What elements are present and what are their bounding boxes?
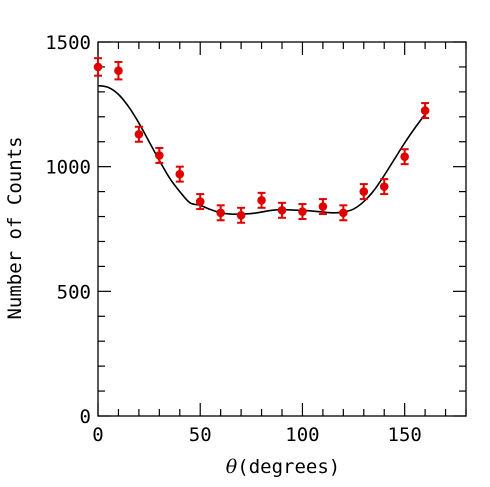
x-tick-label: 0 xyxy=(92,424,103,446)
fit-curve-line xyxy=(97,84,426,215)
data-point-marker xyxy=(93,62,103,72)
data-point-marker xyxy=(400,152,409,161)
axis-ticks xyxy=(97,41,467,417)
data-point-marker xyxy=(420,106,430,115)
data-point-marker xyxy=(216,208,225,218)
data-point xyxy=(257,191,266,209)
data-point-marker xyxy=(236,210,246,220)
data-point xyxy=(318,198,328,216)
data-point xyxy=(216,204,225,222)
x-tick-label: 50 xyxy=(189,424,212,446)
y-tick-label: 500 xyxy=(57,281,91,303)
data-point xyxy=(236,206,246,224)
y-tick-label: 1500 xyxy=(45,32,91,54)
data-point-marker xyxy=(277,206,287,215)
data-point xyxy=(277,201,287,219)
data-point-marker xyxy=(379,182,389,191)
data-point xyxy=(400,148,409,166)
data-point-marker xyxy=(298,207,307,216)
data-point-marker xyxy=(359,187,369,196)
data-point xyxy=(298,203,307,221)
fit-curve xyxy=(97,84,426,215)
x-axis-label: θ(degrees) xyxy=(226,456,340,478)
data-point-marker xyxy=(339,208,348,218)
data-point xyxy=(114,60,123,81)
theta-symbol: θ xyxy=(226,456,238,478)
x-tick-label: 100 xyxy=(285,424,319,446)
data-point xyxy=(339,204,348,222)
data-point xyxy=(175,165,185,183)
data-point-marker xyxy=(155,151,164,160)
data-point xyxy=(195,193,205,211)
data-point-marker xyxy=(195,197,205,206)
plot-border xyxy=(97,41,467,417)
y-tick-label: 1000 xyxy=(45,157,91,179)
data-point xyxy=(93,57,103,77)
data-point xyxy=(155,146,164,164)
data-point xyxy=(359,183,369,201)
data-point-marker xyxy=(134,129,144,139)
plot-frame xyxy=(97,41,467,417)
y-tick-label: 0 xyxy=(80,406,91,428)
data-point-marker xyxy=(257,196,266,205)
data-point-marker xyxy=(175,169,185,179)
data-point xyxy=(420,102,430,120)
x-axis-unit: (degrees) xyxy=(237,456,340,478)
data-point xyxy=(379,178,389,196)
y-axis-label: Number of Counts xyxy=(4,136,26,319)
data-point-marker xyxy=(114,66,123,75)
x-tick-label: 150 xyxy=(388,424,422,446)
data-points xyxy=(93,57,430,224)
data-point-marker xyxy=(318,202,328,211)
data-point xyxy=(134,125,144,143)
